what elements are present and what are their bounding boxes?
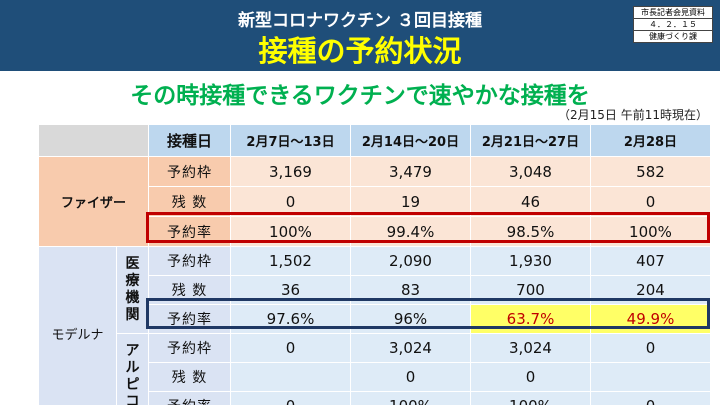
header-subtitle: 新型コロナワクチン ３回目接種 [238, 11, 482, 31]
table-cell: 99.4% [350, 216, 471, 247]
row-label: 残 数 [148, 186, 231, 217]
table-cell: 3,169 [230, 156, 351, 187]
as-of-timestamp: （2月15日 午前11時現在） [558, 108, 708, 122]
table-cell [590, 362, 710, 392]
table-cell: 407 [590, 246, 710, 276]
stamp-line-2: ４．２．１５ [634, 19, 712, 31]
table-cell: 700 [470, 275, 591, 305]
table-cell: 46 [470, 186, 591, 217]
row-label: 残 数 [148, 275, 231, 305]
header-blank-cell [38, 124, 149, 157]
headline: その時接種できるワクチンで速やかな接種を [130, 83, 590, 109]
medical-institution-text: 医療機関 [125, 256, 140, 323]
table-cell: 96% [350, 304, 471, 334]
header-week-1: 2月7日～13日 [230, 124, 351, 157]
stamp-line-3: 健康づくり課 [649, 32, 697, 41]
table-cell: 3,024 [350, 333, 471, 363]
table-cell: 100% [470, 391, 591, 405]
alpico-text: アルピコ [125, 343, 140, 405]
row-label: 予約枠 [148, 246, 231, 276]
table-cell: 100% [230, 216, 351, 247]
header-banner: 新型コロナワクチン ３回目接種 接種の予約状況 市長記者会見資料 ４．２．１５ … [0, 0, 720, 71]
row-label: 残 数 [148, 362, 231, 392]
table-cell: 0 [590, 391, 710, 405]
header-date-label: 接種日 [148, 124, 231, 157]
row-label: 予約率 [148, 391, 231, 405]
highlighted-cell: 63.7% [470, 304, 591, 334]
table-row: 残 数 0 19 46 0 [39, 186, 710, 217]
table-cell: 0 [590, 333, 710, 363]
table-cell: 36 [230, 275, 351, 305]
table-cell: 2,090 [350, 246, 471, 276]
pfizer-group-label: ファイザー [38, 156, 149, 247]
table-cell: 1,930 [470, 246, 591, 276]
table-cell: 3,048 [470, 156, 591, 187]
row-label: 予約枠 [148, 333, 231, 363]
table-cell [230, 362, 351, 392]
table-row: 予約率 0 100% 100% 0 [39, 391, 710, 405]
row-label: 予約率 [148, 304, 231, 334]
table-cell: 19 [350, 186, 471, 217]
moderna-group-label: モデルナ [38, 246, 117, 405]
table-header-row: 接種日 2月7日～13日 2月14日～20日 2月21日～27日 2月28日 [38, 124, 710, 157]
table-cell: 3,024 [470, 333, 591, 363]
medical-institution-label: 医療機関 [116, 246, 149, 334]
table-cell: 0 [230, 333, 351, 363]
reservation-table: 接種日 2月7日～13日 2月14日～20日 2月21日～27日 2月28日 フ… [38, 124, 710, 405]
header-week-4: 2月28日 [590, 124, 710, 157]
header-week-3: 2月21日～27日 [470, 124, 591, 157]
highlighted-cell: 49.9% [590, 304, 710, 334]
table-cell: 83 [350, 275, 471, 305]
row-label: 予約枠 [148, 156, 231, 187]
stamp-line-1: 市長記者会見資料 [634, 7, 712, 19]
table-cell: 0 [230, 391, 351, 405]
table-cell: 3,479 [350, 156, 471, 187]
table-row: ファイザー 予約枠 3,169 3,479 3,048 582 [38, 156, 710, 247]
table-row: 残 数 0 0 [39, 362, 710, 392]
table-cell: 100% [350, 391, 471, 405]
table-row: アルピコ 予約枠 0 3,024 3,024 0 [39, 333, 710, 405]
row-label: 予約率 [148, 216, 231, 247]
table-row: モデルナ 医療機関 予約枠 1,502 2,090 1,930 407 [38, 246, 710, 405]
table-cell: 204 [590, 275, 710, 305]
alpico-label: アルピコ [116, 333, 149, 405]
table-cell: 100% [590, 216, 710, 247]
table-cell: 98.5% [470, 216, 591, 247]
table-cell: 1,502 [230, 246, 351, 276]
header-title: 接種の予約状況 [258, 34, 462, 68]
header-week-2: 2月14日～20日 [350, 124, 471, 157]
table-cell: 97.6% [230, 304, 351, 334]
document-stamp: 市長記者会見資料 ４．２．１５ 健康づくり課 [633, 6, 713, 43]
table-cell: 0 [590, 186, 710, 217]
table-cell: 0 [350, 362, 471, 392]
table-cell: 582 [590, 156, 710, 187]
table-cell: 0 [470, 362, 591, 392]
table-cell: 0 [230, 186, 351, 217]
